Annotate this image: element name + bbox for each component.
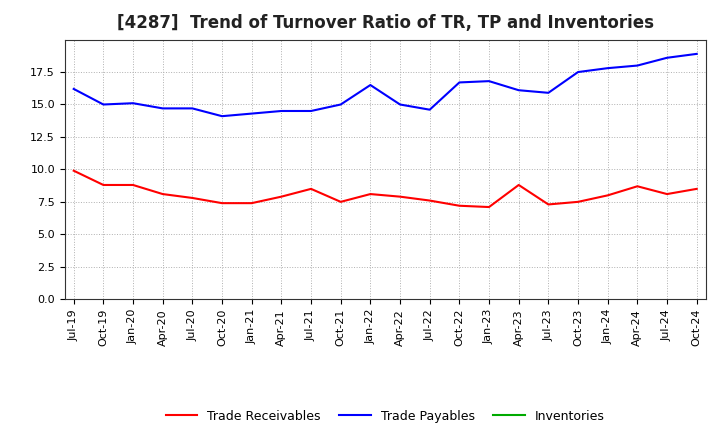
Title: [4287]  Trend of Turnover Ratio of TR, TP and Inventories: [4287] Trend of Turnover Ratio of TR, TP… xyxy=(117,15,654,33)
Trade Receivables xyxy=(633,183,642,189)
Trade Receivables xyxy=(277,194,286,199)
Trade Payables xyxy=(248,111,256,116)
Trade Receivables xyxy=(544,202,553,207)
Legend: Trade Receivables, Trade Payables, Inventories: Trade Receivables, Trade Payables, Inven… xyxy=(161,405,610,428)
Trade Receivables xyxy=(485,205,493,210)
Trade Payables xyxy=(544,90,553,95)
Trade Receivables xyxy=(69,168,78,173)
Trade Receivables xyxy=(514,182,523,187)
Trade Payables xyxy=(662,55,671,60)
Trade Receivables xyxy=(307,186,315,191)
Trade Payables xyxy=(188,106,197,111)
Trade Receivables xyxy=(188,195,197,201)
Trade Receivables xyxy=(603,193,612,198)
Trade Receivables xyxy=(396,194,405,199)
Line: Trade Receivables: Trade Receivables xyxy=(73,171,697,207)
Trade Payables xyxy=(217,114,226,119)
Trade Receivables xyxy=(574,199,582,205)
Trade Receivables xyxy=(426,198,434,203)
Trade Payables xyxy=(455,80,464,85)
Trade Receivables xyxy=(693,186,701,191)
Trade Receivables xyxy=(455,203,464,209)
Trade Payables xyxy=(129,101,138,106)
Trade Payables xyxy=(277,108,286,114)
Trade Receivables xyxy=(158,191,167,197)
Trade Receivables xyxy=(336,199,345,205)
Trade Receivables xyxy=(129,182,138,187)
Trade Payables xyxy=(574,70,582,75)
Trade Receivables xyxy=(217,201,226,206)
Trade Payables xyxy=(366,82,374,88)
Trade Payables xyxy=(158,106,167,111)
Trade Payables xyxy=(603,66,612,71)
Trade Payables xyxy=(693,51,701,56)
Trade Payables xyxy=(426,107,434,112)
Line: Trade Payables: Trade Payables xyxy=(73,54,697,116)
Trade Payables xyxy=(514,88,523,93)
Trade Payables xyxy=(69,86,78,92)
Trade Payables xyxy=(485,78,493,84)
Trade Payables xyxy=(336,102,345,107)
Trade Receivables xyxy=(248,201,256,206)
Trade Payables xyxy=(99,102,108,107)
Trade Payables xyxy=(633,63,642,68)
Trade Receivables xyxy=(366,191,374,197)
Trade Receivables xyxy=(99,182,108,187)
Trade Payables xyxy=(307,108,315,114)
Trade Receivables xyxy=(662,191,671,197)
Trade Payables xyxy=(396,102,405,107)
